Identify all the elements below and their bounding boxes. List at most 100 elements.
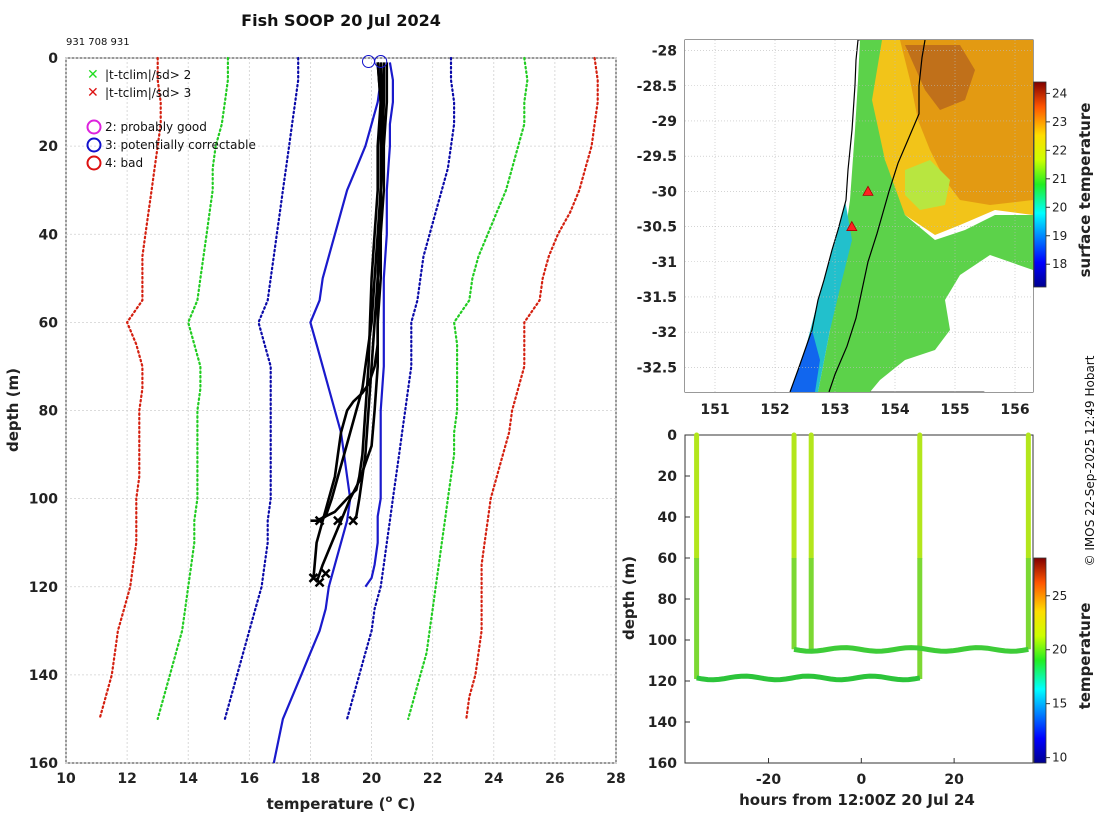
x-tick-label: 22 — [423, 771, 442, 787]
map-x-ticks: 151 152 153 154 155 156 — [700, 402, 1029, 418]
depth-time-y-tick-label: 0 — [667, 428, 677, 444]
y-tick-label: 100 — [29, 492, 58, 508]
x-tick-label: 20 — [362, 771, 382, 787]
credit-text: © IMOS 22-Sep-2025 12:49 Hobart — [1083, 355, 1097, 566]
legend: ✕ |t-tclim|/sd> 2 ✕ |t-tclim|/sd> 3 2: p… — [86, 67, 256, 171]
temperature-colorbar-tick-label: 10 — [1052, 751, 1067, 765]
temperature-colorbar — [1033, 557, 1047, 764]
climatology-blue-left — [223, 56, 300, 721]
map-x-tick-label: 153 — [820, 402, 849, 418]
profile-axes — [65, 57, 617, 764]
bottom-hit-marker — [348, 515, 359, 526]
map-y-tick-label: -32 — [652, 325, 677, 341]
black-profile-5-line — [310, 62, 383, 523]
map-colorbar — [1033, 81, 1047, 288]
depth-time-y-label: depth (m) — [620, 556, 638, 640]
map-y-tick-label: -30.5 — [637, 220, 677, 236]
platform-id: 931 708 931 — [66, 37, 130, 48]
map-x-tick-label: 156 — [1000, 402, 1029, 418]
bottom-trace-shallow — [793, 645, 1029, 654]
map-y-tick-label: -31.5 — [637, 290, 677, 306]
legend-x-green-icon: ✕ — [87, 67, 99, 83]
map-colorbar-tick-label: 23 — [1052, 115, 1067, 129]
legend-label: |t-tclim|/sd> 3 — [105, 86, 191, 100]
y-tick-label: 140 — [29, 668, 58, 684]
map-colorbar-tick-label: 18 — [1052, 257, 1067, 271]
temperature-colorbar-ticks: 10 15 20 25 — [1046, 589, 1067, 765]
depth-time-x-ticks: -20 0 20 — [756, 758, 964, 788]
land — [685, 40, 858, 392]
sst-cool-coast — [790, 200, 852, 392]
map-y-tick-label: -28.5 — [637, 79, 677, 95]
map-y-tick-label: -29.5 — [637, 149, 677, 165]
bottom-hit-marker — [333, 515, 343, 526]
map-colorbar-tick-label: 20 — [1052, 200, 1067, 214]
map-y-tick-label: -30 — [652, 184, 678, 200]
xlabel-sup: o — [385, 794, 392, 805]
bottom-hit-marker — [314, 515, 325, 526]
legend-x-red-icon: ✕ — [87, 85, 99, 101]
depth-time-y-tick-label: 160 — [648, 756, 677, 772]
sst-missing-region — [930, 262, 1033, 392]
bottom-hit-marker — [314, 577, 325, 588]
profile-markers — [308, 55, 388, 588]
climatology-red-right — [465, 56, 599, 721]
legend-label: 2: probably good — [105, 120, 207, 134]
map-colorbar-tick-label: 21 — [1052, 172, 1067, 186]
x-tick-label: 10 — [56, 771, 76, 787]
depth-time-data — [694, 432, 1031, 683]
depth-time-y-tick-label: 140 — [648, 715, 677, 731]
station-triangle-icon — [846, 220, 858, 231]
profile-panel: Fish SOOP 20 Jul 2024 931 708 931 10 12 14… — [4, 11, 626, 813]
climatology-lines — [98, 56, 599, 721]
bottom-hit-marker — [320, 568, 331, 579]
map-colorbar-ticks: 18 19 20 21 22 23 24 — [1046, 86, 1067, 271]
profile-x-ticks: 10 12 14 16 18 20 22 24 26 28 — [56, 771, 625, 787]
map-x-tick-label: 151 — [700, 402, 729, 418]
map-colorbar-tick-label: 19 — [1052, 229, 1067, 243]
station-triangle-icon — [862, 185, 874, 196]
map-y-tick-label: -28 — [652, 44, 677, 60]
legend-item: 4: bad — [86, 155, 143, 171]
depth-time-y-tick-label: 80 — [658, 592, 678, 608]
legend-label: |t-tclim|/sd> 2 — [105, 68, 191, 82]
ship-track — [828, 40, 926, 392]
climatology-green-left — [156, 56, 229, 721]
temperature-colorbar-label: temperature — [1076, 603, 1094, 710]
legend-item: 3: potentially correctable — [86, 137, 256, 153]
map-x-tick-label: 152 — [760, 402, 789, 418]
depth-time-y-ticks: 0 20 40 60 80 100 120 140 160 — [648, 428, 690, 772]
map-field — [685, 40, 1033, 392]
y-tick-label: 20 — [39, 139, 59, 155]
sst-yellowgreen-patch — [905, 160, 950, 210]
climatology-blue-right — [346, 56, 456, 721]
depth-time-y-tick-label: 120 — [648, 674, 677, 690]
depth-time-x-tick-label: 20 — [944, 772, 964, 788]
depth-time-y-tick-label: 60 — [658, 551, 678, 567]
map-stations — [846, 185, 874, 231]
depth-time-axes — [684, 434, 1034, 764]
map-x-tick-label: 155 — [940, 402, 969, 418]
y-tick-label: 160 — [29, 756, 58, 772]
map-y-ticks: -28 -28.5 -29 -29.5 -30 -30.5 -31 -31.5 -32 -32.5 — [637, 44, 678, 377]
temperature-colorbar-tick-label: 25 — [1052, 589, 1067, 603]
black-profile-3-line — [352, 62, 383, 522]
y-tick-label: 0 — [48, 51, 58, 67]
map-colorbar-label: surface temperature — [1076, 103, 1094, 278]
climatology-green-right — [407, 56, 529, 721]
temperature-colorbar-tick-label: 15 — [1052, 697, 1067, 711]
y-tick-label: 60 — [39, 315, 59, 331]
legend-circle-red-icon — [86, 155, 102, 171]
profile-x-label: temperature (o C) — [267, 794, 416, 813]
climatology-red-left — [98, 56, 162, 721]
y-tick-label: 80 — [39, 404, 59, 420]
x-tick-label: 12 — [117, 771, 136, 787]
flag-circle-marker — [374, 55, 388, 69]
map-y-tick-label: -31 — [652, 255, 677, 271]
blue-profile-1-line — [272, 62, 382, 764]
map-colorbar-tick-label: 24 — [1052, 86, 1067, 100]
depth-time-y-tick-label: 40 — [658, 510, 678, 526]
depth-time-x-tick-label: 0 — [856, 772, 866, 788]
black-profile-4-line — [315, 62, 389, 583]
legend-item: ✕ |t-tclim|/sd> 3 — [87, 85, 191, 101]
